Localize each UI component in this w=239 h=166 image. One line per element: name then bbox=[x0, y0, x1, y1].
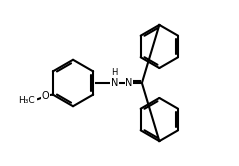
Text: H₃C: H₃C bbox=[18, 96, 35, 105]
Text: H: H bbox=[111, 68, 118, 77]
Text: O: O bbox=[42, 91, 49, 101]
Text: N: N bbox=[125, 78, 133, 88]
Text: N: N bbox=[111, 78, 118, 88]
